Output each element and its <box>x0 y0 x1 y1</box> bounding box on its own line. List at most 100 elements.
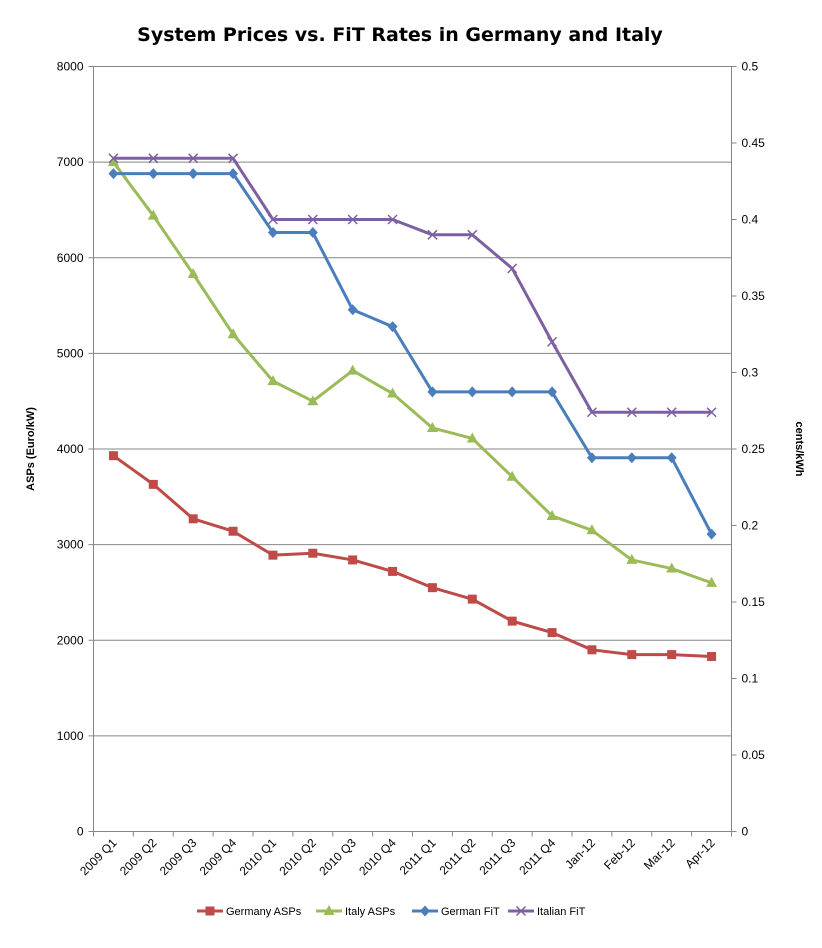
series-line <box>113 156 712 414</box>
data-point <box>467 229 478 240</box>
y-tick-label-left: 2000 <box>57 633 84 647</box>
data-point <box>348 555 358 565</box>
data-point <box>387 321 398 333</box>
data-point <box>307 227 318 239</box>
x-tick-label: Jan-12 <box>562 835 598 871</box>
y-tick-label-right: 0.4 <box>742 213 759 227</box>
data-point <box>187 268 199 279</box>
series-italian-fit <box>108 153 717 418</box>
y-tick-label-right: 0.1 <box>742 672 759 686</box>
y-tick-label-right: 0.5 <box>742 60 759 74</box>
y-tick-label-right: 0.05 <box>742 748 766 762</box>
y-tick-label-right: 0.3 <box>742 366 759 380</box>
data-point <box>506 470 518 481</box>
data-point <box>148 153 159 164</box>
data-point <box>267 227 278 239</box>
legend: Germany ASPs Italy ASPs German FiT Italian … <box>197 905 586 918</box>
data-point <box>706 528 717 540</box>
x-tick-label: 2011 Q4 <box>516 835 558 877</box>
data-point <box>586 524 598 535</box>
data-point <box>108 153 119 164</box>
data-point <box>427 583 437 593</box>
legend-marker <box>323 905 335 915</box>
data-point <box>268 550 278 560</box>
legend-marker <box>205 906 215 916</box>
data-point <box>147 209 159 220</box>
x-tick-label: Feb-12 <box>601 835 638 872</box>
legend-label: Germany ASPs <box>226 906 302 918</box>
legend-item: German FiT <box>412 905 500 918</box>
x-tick-label: Apr-12 <box>682 836 718 872</box>
data-point <box>546 509 558 520</box>
data-point <box>307 395 319 406</box>
y-tick-label-left: 0 <box>77 825 84 839</box>
y-axis-label-right: cents/kWh <box>793 421 805 476</box>
data-point <box>228 526 238 536</box>
data-point <box>188 168 199 180</box>
x-tick-label: 2010 Q4 <box>356 835 399 878</box>
y-tick-label-right: 0.2 <box>742 519 759 533</box>
data-point <box>148 168 159 180</box>
data-point <box>388 566 398 576</box>
data-point <box>188 153 199 164</box>
data-point <box>547 628 557 638</box>
data-point <box>587 645 597 655</box>
data-point <box>666 562 678 573</box>
legend-label: German FiT <box>441 906 500 918</box>
y-tick-label-right: 0.35 <box>742 289 766 303</box>
y-tick-label-left: 8000 <box>57 60 84 74</box>
data-point <box>467 386 478 398</box>
y-tick-label-right: 0.15 <box>742 595 766 609</box>
data-point <box>626 553 638 564</box>
chart-title: System Prices vs. FiT Rates in Germany a… <box>137 24 663 46</box>
data-point <box>547 386 558 398</box>
data-point <box>108 168 119 180</box>
series-line <box>113 172 713 535</box>
legend-item: Germany ASPs <box>197 906 302 918</box>
data-point <box>347 214 358 225</box>
legend-item: Italy ASPs <box>316 905 396 918</box>
legend-item: Italian FiT <box>508 905 586 918</box>
data-point <box>107 156 119 167</box>
x-tick-label: 2009 Q3 <box>157 835 200 878</box>
data-point <box>427 229 438 240</box>
legend-label: Italy ASPs <box>345 906 396 918</box>
data-point <box>586 452 597 464</box>
data-point <box>188 514 198 524</box>
x-tick-label: 2011 Q1 <box>397 835 439 877</box>
x-tick-label: 2010 Q2 <box>276 835 319 878</box>
y-tick-label-right: 0.45 <box>742 136 766 150</box>
left-axis-ticks: 0 1000 2000 3000 4000 5000 6000 7000 8000 <box>57 60 94 839</box>
data-point <box>347 304 358 316</box>
x-tick-label: 2011 Q3 <box>476 835 518 877</box>
x-tick-label: 2009 Q1 <box>77 835 120 878</box>
data-point <box>586 407 597 418</box>
series-line <box>112 161 713 585</box>
x-tick-label: 2010 Q1 <box>237 835 280 878</box>
data-point <box>308 548 318 558</box>
data-point <box>667 650 677 660</box>
data-point <box>627 650 637 660</box>
y-tick-label-left: 4000 <box>57 442 84 456</box>
y-tick-label-right: 0.25 <box>742 442 766 456</box>
data-point <box>706 407 717 418</box>
data-point <box>307 214 318 225</box>
data-point <box>387 214 398 225</box>
y-tick-label-left: 5000 <box>57 346 84 360</box>
y-tick-label-left: 6000 <box>57 251 84 265</box>
legend-label: Italian FiT <box>537 906 586 918</box>
data-point <box>507 616 517 626</box>
data-point <box>467 594 477 604</box>
data-point <box>666 452 677 464</box>
y-tick-label-left: 7000 <box>57 155 84 169</box>
data-point <box>547 336 558 347</box>
data-point <box>228 153 239 164</box>
right-axis-ticks: 0 0.05 0.1 0.15 0.2 0.25 0.3 0.35 0.4 0.45 0.5 <box>731 60 766 839</box>
data-point <box>427 386 438 398</box>
series-italy-asps <box>107 156 718 587</box>
data-point <box>267 214 278 225</box>
data-point <box>626 452 637 464</box>
data-point <box>267 375 279 386</box>
